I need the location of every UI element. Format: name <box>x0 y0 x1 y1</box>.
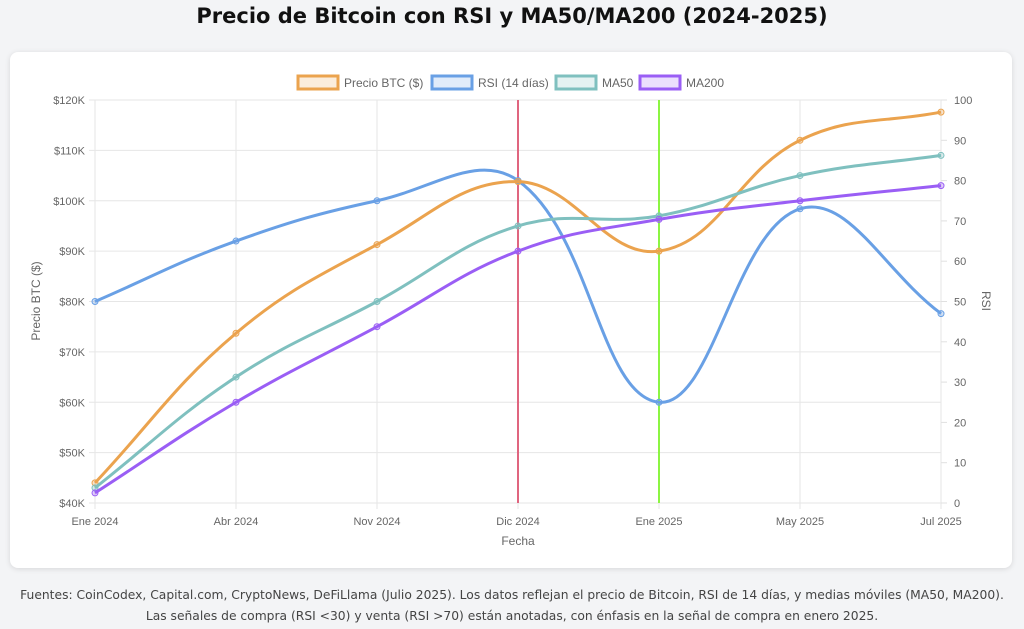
chart-card <box>10 52 1012 568</box>
chart-title: Precio de Bitcoin con RSI y MA50/MA200 (… <box>196 4 828 28</box>
legend: Precio BTC ($) RSI (14 días) MA50 MA200 <box>296 74 724 91</box>
legend-swatch <box>554 74 598 91</box>
legend-label: Precio BTC ($) <box>344 76 423 90</box>
y-right-tick-label: 10 <box>954 458 966 470</box>
data-point-rsi-14-d-as <box>796 205 804 213</box>
y-left-tick-label: $60K <box>59 397 85 409</box>
x-tick-label: Ene 2024 <box>71 516 118 528</box>
series-lines <box>91 108 945 497</box>
legend-item[interactable]: RSI (14 días) <box>430 74 549 91</box>
data-point-rsi-14-d-as <box>937 310 945 318</box>
data-point-ma50 <box>796 172 804 180</box>
footer-note: Fuentes: CoinCodex, Capital.com, CryptoN… <box>20 588 1004 623</box>
x-tick-label: May 2025 <box>776 516 824 528</box>
legend-label: RSI (14 días) <box>478 76 549 90</box>
data-point-ma200 <box>937 182 945 190</box>
data-point-rsi-14-d-as <box>373 197 381 205</box>
data-point-ma200 <box>373 323 381 331</box>
y-right-tick-label: 40 <box>954 337 966 349</box>
legend-swatch <box>638 74 682 91</box>
data-point-ma200 <box>91 489 99 497</box>
data-point-rsi-14-d-as <box>232 237 240 245</box>
data-point-precio-btc <box>373 241 381 249</box>
x-tick-label: Dic 2024 <box>496 516 539 528</box>
legend-swatch <box>430 74 474 91</box>
legend-swatch <box>296 74 340 91</box>
data-point-precio-btc <box>232 329 240 337</box>
series-line-rsi-14-d-as <box>94 168 942 404</box>
data-point-precio-btc <box>937 108 945 116</box>
data-point-ma200 <box>655 215 663 223</box>
y-left-tick-label: $110K <box>54 145 86 157</box>
axes: $40K $50K $60K $70K $80K $90K $100K $110K $120K 0… <box>53 95 972 528</box>
data-point-ma200 <box>796 197 804 205</box>
data-point-precio-btc <box>91 479 99 487</box>
x-axis-title: Fecha <box>501 534 535 548</box>
y-left-tick-label: $70K <box>59 347 85 359</box>
legend-item[interactable]: MA50 <box>554 74 634 91</box>
y-left-tick-label: $50K <box>59 448 85 460</box>
data-point-precio-btc <box>655 247 663 255</box>
y-right-tick-label: 80 <box>954 176 966 188</box>
data-point-ma50 <box>232 373 240 381</box>
data-point-precio-btc <box>796 136 804 144</box>
x-tick-label: Nov 2024 <box>353 516 400 528</box>
x-tick-label: Jul 2025 <box>920 516 962 528</box>
data-point-ma200 <box>232 398 240 406</box>
y-left-tick-label: $100K <box>53 196 85 208</box>
legend-label: MA200 <box>686 76 724 90</box>
y-right-tick-label: 50 <box>954 297 966 309</box>
y-right-tick-label: 100 <box>954 95 972 107</box>
legend-item[interactable]: Precio BTC ($) <box>296 74 423 91</box>
data-point-ma50 <box>937 151 945 159</box>
y-left-tick-label: $120K <box>53 95 85 107</box>
data-point-precio-btc <box>514 178 522 186</box>
data-point-ma50 <box>91 484 99 492</box>
y-right-tick-label: 30 <box>954 377 966 389</box>
data-point-ma50 <box>373 298 381 305</box>
y-right-tick-label: 90 <box>954 135 966 147</box>
data-point-rsi-14-d-as <box>91 298 99 305</box>
legend-label: MA50 <box>602 76 634 90</box>
y-right-tick-label: 70 <box>954 216 966 228</box>
y-right-tick-label: 20 <box>954 417 966 429</box>
x-tick-label: Abr 2024 <box>214 516 259 528</box>
data-point-ma200 <box>514 247 522 255</box>
data-point-rsi-14-d-as <box>655 398 663 406</box>
x-tick-label: Ene 2025 <box>635 516 682 528</box>
y-left-tick-label: $80K <box>59 297 85 309</box>
y-left-tick-label: $90K <box>59 246 85 258</box>
series-line-ma200 <box>94 184 942 495</box>
legend-item[interactable]: MA200 <box>638 74 724 91</box>
y-axis-left-title: Precio BTC ($) <box>29 261 43 340</box>
y-axis-right-title: RSI <box>979 291 993 311</box>
grid <box>89 99 942 509</box>
y-left-tick-label: $40K <box>59 498 85 510</box>
y-right-tick-label: 60 <box>954 256 966 268</box>
data-point-ma50 <box>514 222 522 230</box>
series-line-ma50 <box>94 153 942 490</box>
y-right-tick-label: 0 <box>954 498 960 510</box>
annotations <box>517 100 660 503</box>
